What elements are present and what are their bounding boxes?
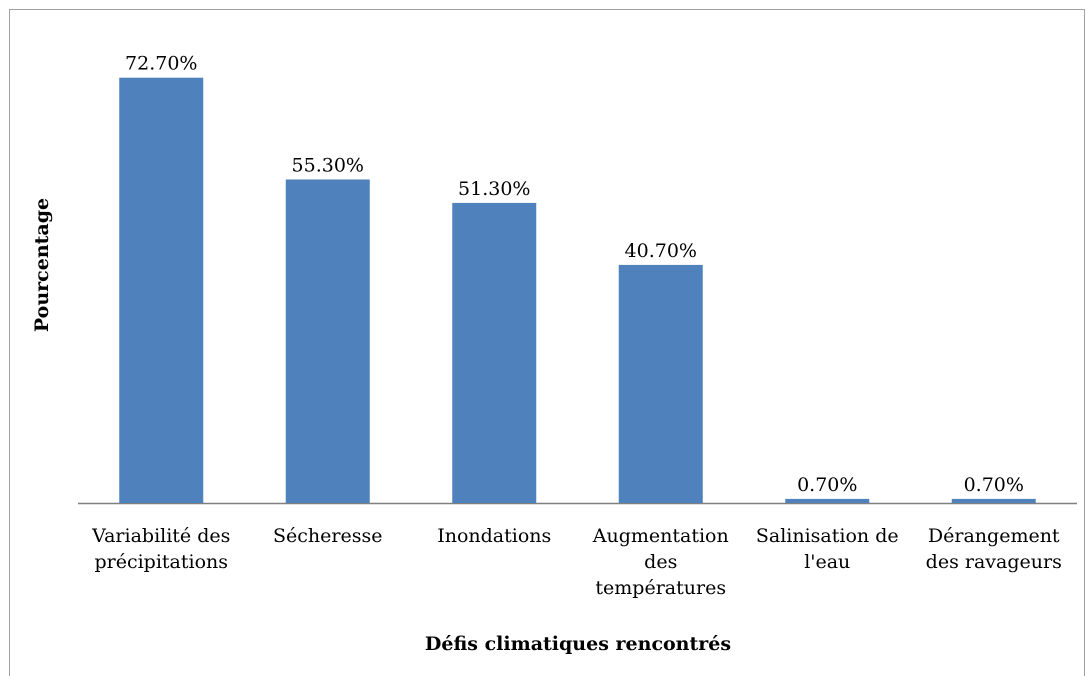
data-label: 0.70% xyxy=(797,474,857,496)
data-label: 0.70% xyxy=(964,474,1024,496)
bar xyxy=(452,202,537,503)
x-tick-label: Sécheresse xyxy=(273,525,383,547)
x-tick-label: Augmentation des températures xyxy=(592,525,729,599)
bar xyxy=(951,498,1036,503)
data-label: 55.30% xyxy=(292,154,364,176)
chart-border xyxy=(9,9,1085,676)
data-label: 40.70% xyxy=(625,240,697,262)
bar xyxy=(785,498,870,503)
data-label: 51.30% xyxy=(458,178,530,200)
y-axis-title: Pourcentage xyxy=(31,198,53,332)
x-tick-label: Inondations xyxy=(437,525,552,547)
x-tick-label: Dérangement des ravageurs xyxy=(925,525,1062,573)
x-tick-label: Salinisation de l'eau xyxy=(755,525,899,573)
bar xyxy=(119,77,204,503)
bar xyxy=(285,179,370,503)
bar xyxy=(618,264,703,503)
x-axis-title: Défis climatiques rencontrés xyxy=(425,633,731,655)
x-tick-label: Variabilité des précipitations xyxy=(92,525,231,573)
data-label: 72.70% xyxy=(125,53,197,75)
